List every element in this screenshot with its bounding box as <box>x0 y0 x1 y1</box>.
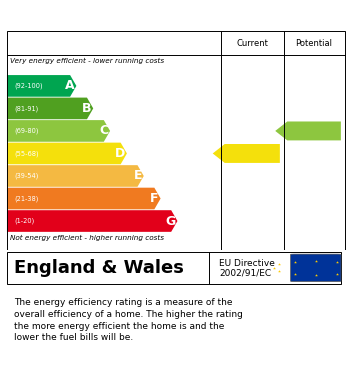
Text: (1-20): (1-20) <box>14 218 34 224</box>
Text: (21-38): (21-38) <box>14 195 38 202</box>
Text: Current: Current <box>236 39 268 48</box>
Text: F: F <box>150 192 159 205</box>
Text: B: B <box>82 102 92 115</box>
Text: EU Directive: EU Directive <box>219 259 275 268</box>
Text: (39-54): (39-54) <box>14 173 38 179</box>
Text: E: E <box>134 169 142 183</box>
Text: Very energy efficient - lower running costs: Very energy efficient - lower running co… <box>10 57 165 64</box>
Text: (92-100): (92-100) <box>14 83 42 89</box>
Polygon shape <box>7 188 161 209</box>
Text: Potential: Potential <box>295 39 333 48</box>
Text: (81-91): (81-91) <box>14 105 38 112</box>
Polygon shape <box>7 98 93 119</box>
Text: The energy efficiency rating is a measure of the
overall efficiency of a home. T: The energy efficiency rating is a measur… <box>14 298 243 343</box>
Text: England & Wales: England & Wales <box>14 259 184 277</box>
Text: A: A <box>65 79 74 92</box>
Text: (69-80): (69-80) <box>14 128 38 134</box>
FancyBboxPatch shape <box>291 254 341 282</box>
Text: Not energy efficient - higher running costs: Not energy efficient - higher running co… <box>10 235 165 241</box>
Polygon shape <box>7 143 127 164</box>
Text: 2002/91/EC: 2002/91/EC <box>219 269 271 278</box>
Text: C: C <box>99 124 108 138</box>
Polygon shape <box>7 75 76 97</box>
Polygon shape <box>7 120 110 142</box>
Polygon shape <box>7 165 144 187</box>
Text: D: D <box>115 147 125 160</box>
Text: Energy Efficiency Rating: Energy Efficiency Rating <box>14 9 205 23</box>
Polygon shape <box>213 144 280 163</box>
Text: 62: 62 <box>248 149 263 158</box>
Polygon shape <box>275 122 341 140</box>
Text: (55-68): (55-68) <box>14 150 39 157</box>
Text: 80: 80 <box>310 126 325 136</box>
Polygon shape <box>7 210 177 232</box>
Text: G: G <box>165 215 176 228</box>
